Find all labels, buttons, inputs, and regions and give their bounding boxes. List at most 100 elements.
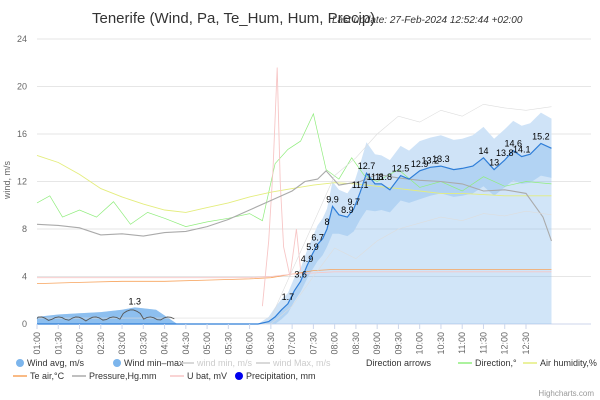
- humidity-series: [36, 154, 552, 213]
- early-wind-band: [37, 307, 178, 324]
- legend-item[interactable]: Air humidity,%: [523, 358, 597, 368]
- data-label: 12.5: [392, 164, 410, 174]
- wind-min-max-band: [37, 112, 552, 324]
- data-label: 11.8: [367, 172, 384, 182]
- plot-area: [36, 67, 553, 325]
- early-wind-line: [36, 309, 175, 322]
- x-tick-label: 12:30: [521, 332, 531, 355]
- legend-label: Precipitation, mm: [246, 371, 316, 381]
- x-tick-label: 02:30: [96, 332, 106, 355]
- data-label: 9.7: [348, 197, 361, 207]
- legend-label: Direction arrows: [366, 358, 432, 368]
- data-label: 13.3: [432, 154, 450, 164]
- x-tick-label: 03:30: [138, 332, 148, 355]
- data-label: 15.2: [532, 132, 550, 142]
- y-tick-label: 16: [17, 129, 27, 139]
- x-tick-label: 05:00: [202, 332, 212, 355]
- data-label: 1.7: [282, 292, 295, 302]
- y-tick-label: 4: [22, 272, 27, 282]
- pressure-spike-series: [261, 67, 302, 307]
- x-tick-label: 12:00: [500, 332, 510, 355]
- data-label: 11.8: [375, 172, 392, 182]
- wind-min-series: [37, 210, 552, 325]
- chart-subtitle: Last update: 27-Feb-2024 12:52:44 +02:00: [332, 15, 523, 26]
- wind-avg-area: [37, 143, 552, 324]
- data-label: 1.3: [129, 297, 142, 307]
- data-label: 14: [478, 146, 488, 156]
- legend: Wind avg, m/s Wind min–max wind min, m/s wi…: [13, 358, 597, 381]
- data-label: 12.7: [358, 161, 376, 171]
- legend-item[interactable]: Te air,°C: [13, 371, 65, 381]
- data-label: 3.6: [294, 269, 307, 279]
- legend-item[interactable]: Direction arrows: [366, 358, 432, 368]
- y-axis-ticks: 0 4 8 12 16 20 24: [17, 34, 27, 329]
- x-tick-label: 05:30: [223, 332, 233, 355]
- x-tick-label: 03:00: [117, 332, 127, 355]
- legend-item[interactable]: Precipitation, mm: [235, 371, 316, 381]
- x-tick-label: 04:30: [181, 332, 191, 355]
- legend-item[interactable]: Wind min–max: [113, 358, 184, 368]
- data-label: 5.9: [306, 242, 319, 252]
- y-tick-label: 8: [22, 224, 27, 234]
- legend-label: U bat, mV: [187, 371, 227, 381]
- wind-max-series: [37, 103, 552, 319]
- data-label: 13.8: [496, 148, 514, 158]
- x-tick-label: 04:00: [160, 332, 170, 355]
- legend-symbol: [235, 372, 243, 380]
- legend-label: Pressure,Hg.mm: [89, 371, 157, 381]
- data-label: 11.1: [352, 180, 369, 190]
- legend-label: Te air,°C: [30, 371, 65, 381]
- x-tick-label: 07:00: [287, 332, 297, 355]
- legend-label: wind Max, m/s: [272, 358, 331, 368]
- x-tick-label: 02:00: [75, 332, 85, 355]
- y-tick-label: 0: [22, 319, 27, 329]
- data-label: 8: [324, 217, 329, 227]
- x-tick-label: 11:30: [478, 332, 488, 354]
- x-tick-label: 10:30: [436, 332, 446, 355]
- data-label: 12.9: [411, 159, 429, 169]
- legend-symbol: [113, 359, 121, 367]
- x-axis-ticks: 01:00 01:30 02:00 02:30 03:00 03:30 04:00 04:30…: [32, 324, 531, 355]
- data-labels: 1.3 1.7 3.6 4.9 5.96.78 9.98.99.7 11.1 12.711.8…: [129, 132, 550, 307]
- data-label: 8.9: [341, 205, 354, 215]
- legend-symbol: [16, 359, 24, 367]
- legend-label: Air humidity,%: [540, 358, 597, 368]
- legend-label: Wind min–max: [124, 358, 184, 368]
- x-tick-label: 11:00: [457, 332, 467, 354]
- x-tick-label: 08:00: [330, 332, 340, 355]
- data-label: 9.9: [326, 194, 339, 204]
- data-label: 4.9: [301, 254, 314, 264]
- y-tick-label: 20: [17, 82, 27, 92]
- legend-item[interactable]: Direction,°: [458, 358, 517, 368]
- x-tick-label: 09:00: [372, 332, 382, 355]
- x-tick-label: 06:30: [266, 332, 276, 355]
- chart-title: Tenerife (Wind, Pa, Te_Hum, Hum, Precip): [92, 10, 375, 27]
- y-axis-label: wind, m/s: [2, 160, 12, 200]
- data-label: 13.2: [422, 155, 440, 165]
- legend-label: Wind avg, m/s: [27, 358, 85, 368]
- credits-link[interactable]: Highcharts.com: [538, 389, 594, 398]
- x-tick-label: 01:00: [32, 332, 42, 355]
- x-tick-label: 06:00: [245, 332, 255, 355]
- data-label: 13: [489, 158, 499, 168]
- legend-item[interactable]: Pressure,Hg.mm: [72, 371, 157, 381]
- pressure-series: [36, 170, 553, 242]
- legend-item[interactable]: wind min, m/s: [180, 358, 253, 368]
- data-label: 6.7: [311, 232, 324, 242]
- y-tick-label: 24: [17, 34, 27, 44]
- x-tick-label: 09:30: [393, 332, 403, 355]
- legend-label: wind min, m/s: [196, 358, 253, 368]
- legend-item[interactable]: U bat, mV: [170, 371, 227, 381]
- x-tick-label: 07:30: [308, 332, 318, 355]
- legend-item[interactable]: Wind avg, m/s: [16, 358, 85, 368]
- wind-avg-line: [37, 142, 552, 325]
- x-tick-label: 08:30: [351, 332, 361, 355]
- x-tick-label: 01:30: [53, 332, 63, 355]
- y-tick-label: 12: [17, 177, 27, 187]
- legend-item[interactable]: wind Max, m/s: [256, 358, 331, 368]
- battery-series: [37, 271, 552, 279]
- legend-label: Direction,°: [475, 358, 517, 368]
- data-label: 14.6: [504, 139, 522, 149]
